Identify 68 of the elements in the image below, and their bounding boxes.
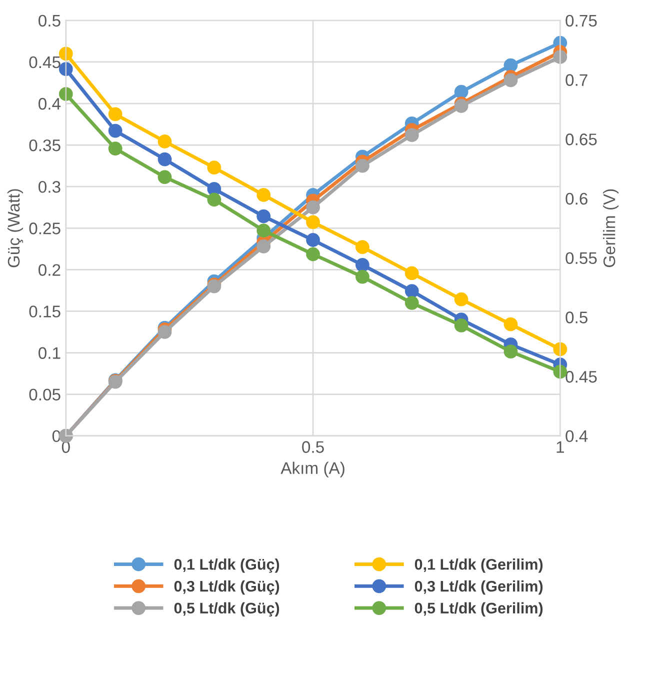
point	[454, 292, 468, 306]
point	[58, 62, 73, 76]
y-tick-label: 0.3	[38, 180, 60, 193]
x-axis-title: Akım (A)	[280, 462, 344, 478]
legend-label: 0,5 Lt/dk (Güç)	[174, 602, 280, 617]
point	[504, 317, 518, 332]
point	[404, 296, 419, 310]
legend-label: 0,3 Lt/dk (Gerilim)	[414, 580, 543, 595]
y-tick-label: 0.4	[38, 98, 61, 110]
point	[454, 318, 468, 332]
point	[158, 325, 172, 339]
y2-tick-label: 0.55	[566, 252, 597, 264]
y2-tick-label: 0.6	[566, 192, 588, 205]
point	[306, 233, 320, 247]
legend-label: 0,1 Lt/dk (Gerilim)	[414, 558, 543, 573]
point	[58, 46, 73, 61]
y2-axis-title: Gerilim (V)	[603, 189, 619, 268]
point	[306, 215, 320, 230]
point	[256, 209, 271, 224]
x-tick-label: 1	[556, 441, 564, 453]
point	[158, 134, 172, 148]
y-tick-label: 0.05	[29, 388, 60, 400]
point	[454, 84, 468, 99]
point	[158, 170, 172, 184]
x-tick-label: 0.5	[302, 441, 324, 453]
y-tick-label: 0.1	[38, 347, 60, 359]
point	[404, 266, 419, 280]
point	[356, 258, 370, 272]
y2-tick-label: 0.5	[566, 312, 588, 324]
legend-label: 0,1 Lt/dk (Güç)	[174, 558, 280, 573]
point	[553, 364, 568, 379]
point	[108, 124, 122, 138]
point	[356, 270, 370, 284]
point	[504, 73, 518, 88]
y-axis-title: Güç (Watt)	[7, 189, 24, 268]
point	[207, 160, 222, 175]
point	[454, 99, 468, 113]
y-tick-label: 0.5	[38, 14, 60, 27]
legend-label: 0,5 Lt/dk (Gerilim)	[414, 602, 543, 617]
point	[553, 342, 568, 356]
y-tick-label: 0.45	[29, 56, 60, 68]
point	[306, 247, 320, 262]
point	[504, 344, 518, 359]
y-tick-label: 0.15	[29, 306, 60, 318]
point	[553, 50, 568, 64]
point	[108, 107, 122, 122]
point	[158, 152, 172, 166]
y2-tick-label: 0.45	[566, 370, 597, 383]
point	[306, 200, 320, 214]
point	[504, 58, 518, 72]
point	[108, 142, 122, 156]
y-tick-label: 0.25	[29, 222, 60, 234]
point	[256, 188, 271, 202]
y2-tick-label: 0.65	[566, 134, 597, 146]
point	[58, 87, 73, 101]
point	[256, 224, 271, 238]
y-tick-label: 0.2	[38, 264, 60, 276]
point	[356, 240, 370, 254]
point	[404, 284, 419, 298]
y2-tick-label: 0.4	[566, 430, 588, 442]
y2-tick-label: 0.75	[566, 14, 597, 27]
point	[404, 128, 419, 142]
legend-label: 0,3 Lt/dk (Güç)	[174, 580, 280, 595]
point	[256, 239, 271, 254]
y-tick-label: 0.35	[29, 139, 60, 152]
point	[356, 158, 370, 173]
point	[207, 192, 222, 207]
y2-tick-label: 0.7	[566, 74, 588, 86]
